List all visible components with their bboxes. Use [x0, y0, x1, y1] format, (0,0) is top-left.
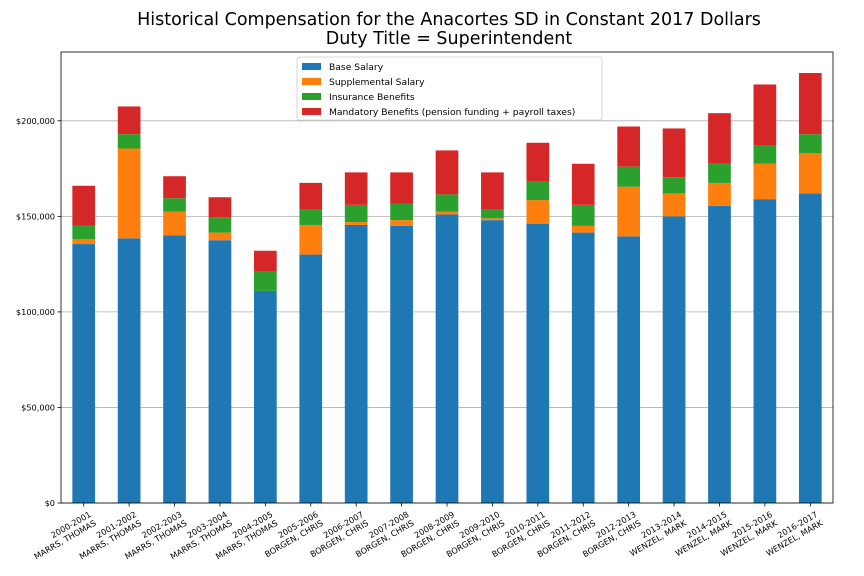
bar-segment — [208, 232, 232, 241]
legend-label: Base Salary — [329, 62, 384, 73]
y-tick-label: $150,000 — [16, 211, 55, 221]
bar-segment — [526, 200, 550, 224]
bar-segment — [798, 73, 822, 135]
bar-segment — [435, 150, 459, 195]
bar-segment — [208, 217, 232, 233]
legend: Base Salary Supplemental Salary Insurance … — [296, 56, 603, 121]
legend-swatch — [302, 63, 321, 70]
bar-segment — [344, 172, 368, 205]
bar-segment — [798, 134, 822, 154]
legend-label: Insurance Benefits — [329, 92, 415, 103]
bar-segment — [708, 182, 731, 206]
legend-swatch — [302, 93, 321, 100]
bar-segment — [662, 216, 686, 503]
y-tick-label: $200,000 — [16, 116, 55, 126]
bar-segment — [662, 177, 686, 194]
bar-segment — [254, 250, 277, 272]
bar-segment — [163, 198, 186, 212]
bar-segment — [481, 220, 504, 503]
bar-segment — [662, 128, 686, 178]
legend-label: Supplemental Salary — [329, 77, 425, 88]
bar-segment — [617, 236, 640, 503]
bar-segment — [526, 180, 550, 201]
bar-segment — [708, 113, 731, 164]
bar-segment — [208, 197, 232, 218]
bar-segment — [254, 290, 277, 503]
chart-title-line: Historical Compensation for the Anacorte… — [137, 10, 761, 30]
bar-segment — [753, 199, 777, 503]
chart-title-line: Duty Title = Superintendent — [326, 29, 573, 49]
bar-segment — [617, 186, 640, 237]
bar-segment — [798, 153, 822, 194]
bar-segment — [72, 185, 96, 226]
bar-segment — [344, 224, 368, 504]
bar-segment — [254, 271, 277, 291]
bar-segment — [617, 126, 640, 167]
y-tick-label: $0 — [45, 498, 55, 508]
bar-segment — [163, 211, 186, 236]
bars — [72, 73, 822, 504]
bar-segment — [481, 218, 504, 221]
bar-segment — [708, 163, 731, 183]
bar-segment — [753, 163, 777, 200]
bar-segment — [526, 142, 550, 181]
bar-segment — [571, 204, 595, 226]
bar-segment — [117, 148, 141, 239]
legend-swatch — [302, 108, 321, 115]
bar-segment — [481, 209, 504, 219]
bar-segment — [344, 204, 368, 223]
bar-segment — [390, 225, 413, 504]
bar-segment — [435, 194, 459, 212]
bar-segment — [117, 134, 141, 149]
bar-segment — [617, 166, 640, 187]
bar-segment — [72, 244, 96, 504]
bar-segment — [571, 163, 595, 205]
legend-label: Mandatory Benefits (pension funding + pa… — [329, 107, 575, 118]
bar-segment — [72, 239, 96, 245]
bar-segment — [344, 222, 368, 225]
bar-segment — [299, 182, 323, 210]
bar-segment — [798, 193, 822, 503]
bar-segment — [299, 224, 323, 255]
bar-segment — [481, 172, 504, 210]
bar-segment — [163, 176, 186, 199]
bar-segment — [117, 106, 141, 135]
bar-segment — [117, 238, 141, 503]
chart-title: Historical Compensation for the Anacorte… — [137, 10, 761, 49]
bar-segment — [390, 203, 413, 221]
y-tick-label: $50,000 — [21, 402, 55, 412]
bar-segment — [163, 235, 186, 503]
bar-segment — [208, 240, 232, 503]
bar-segment — [662, 193, 686, 217]
bar-segment — [299, 209, 323, 225]
bar-segment — [390, 172, 413, 204]
bar-segment — [72, 225, 96, 240]
bar-segment — [753, 145, 777, 164]
bar-segment — [571, 225, 595, 233]
bar-segment — [753, 84, 777, 146]
legend-box — [296, 56, 603, 121]
y-tick-label: $100,000 — [16, 307, 55, 317]
bar-segment — [390, 220, 413, 226]
legend-swatch — [302, 78, 321, 85]
bar-segment — [435, 214, 459, 503]
bar-segment — [571, 232, 595, 503]
bar-segment — [435, 211, 459, 215]
y-axis: $0 $50,000 $100,000 $150,000 $200,000 — [16, 116, 61, 508]
bar-segment — [708, 205, 731, 504]
bar-segment — [299, 254, 323, 503]
bar-segment — [526, 223, 550, 504]
